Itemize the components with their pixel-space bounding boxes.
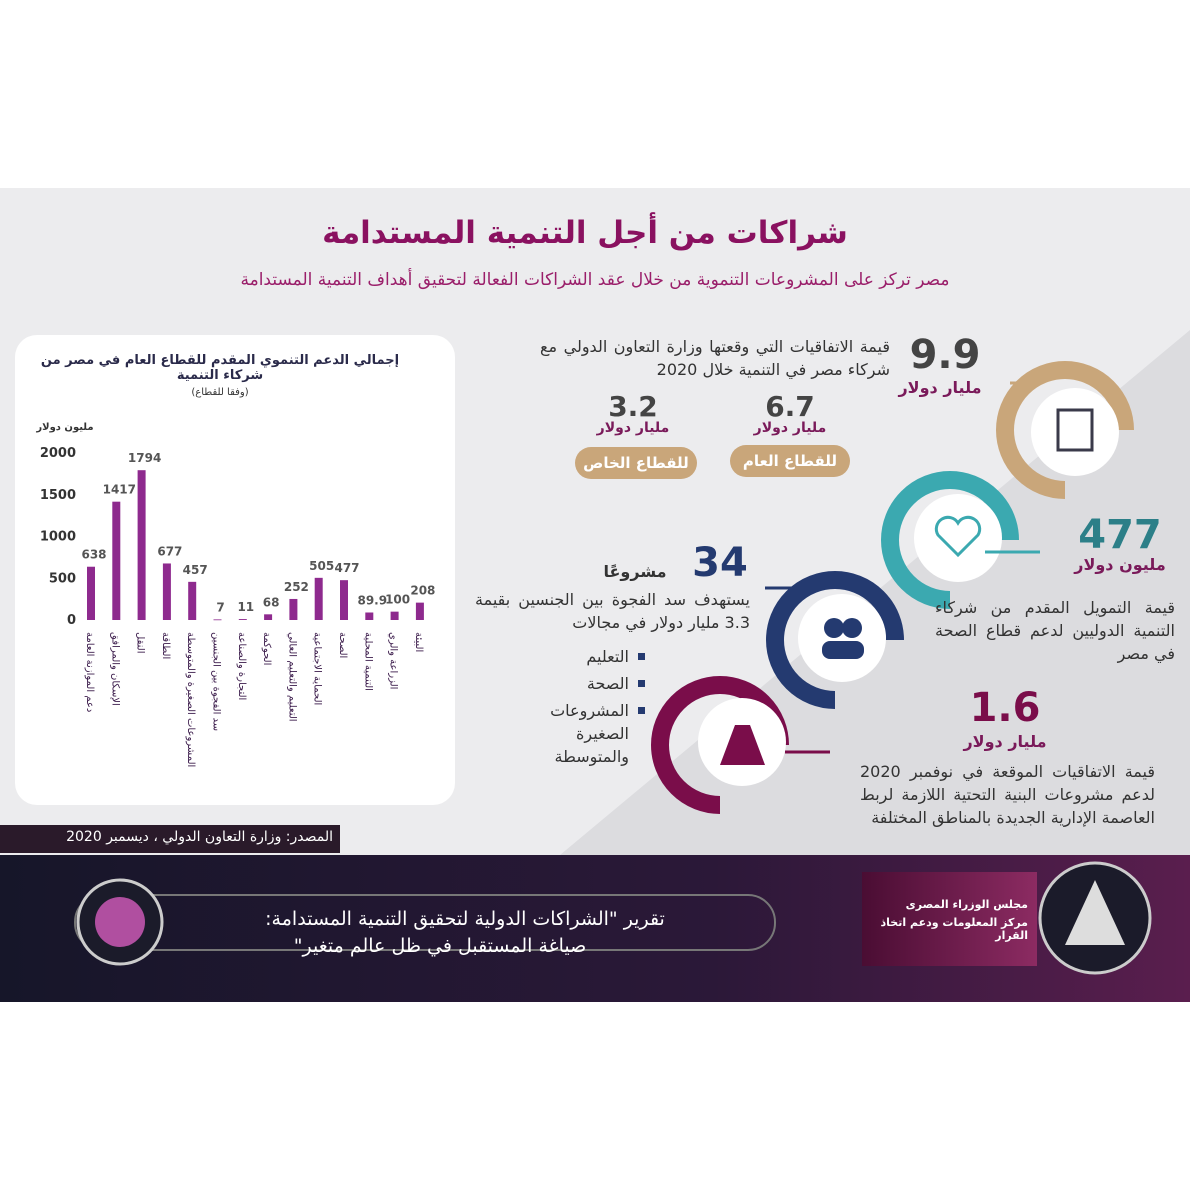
report-title: صياغة المستقبل في ظل عالم متغير" <box>293 935 587 957</box>
chart-panel <box>15 335 455 805</box>
bullet <box>638 707 645 714</box>
bullet <box>638 680 645 687</box>
stat-text: يستهدف سد الفجوة بين الجنسين بقيمة 3.3 م… <box>475 590 750 632</box>
icon-circles <box>651 361 1134 814</box>
stat-unit: مليار دولار <box>753 420 827 436</box>
stat-value: 3.2 <box>608 390 658 423</box>
stat-value: 9.9 <box>909 332 981 378</box>
org-box <box>862 872 1037 966</box>
stat-unit: مشروعًا <box>603 562 667 581</box>
title: شراكات من أجل التنمية المستدامة <box>322 215 848 251</box>
report-frame <box>74 894 776 951</box>
logo-mark <box>1065 880 1125 945</box>
report-title: تقرير "الشراكات الدولية لتحقيق التنمية ا… <box>265 908 665 930</box>
item-list: التعليم الصحة المشروعات الصغيرة والمتوسطة <box>520 645 645 772</box>
report-logo-inner <box>95 897 145 947</box>
org-name: مركز المعلومات ودعم اتخاذ القرار <box>880 916 1028 942</box>
pill: للقطاع الخاص <box>575 447 697 479</box>
stat-unit: مليون دولار <box>1074 555 1166 574</box>
org-name: مجلس الوزراء المصرى <box>905 898 1028 911</box>
stat-value: 34 <box>692 540 748 586</box>
pill: للقطاع العام <box>730 445 850 477</box>
list-item: المشروعات الصغيرة والمتوسطة <box>520 699 645 768</box>
subtitle: مصر تركز على المشروعات التنموية من خلال … <box>240 270 950 290</box>
list-item: التعليم <box>520 645 645 668</box>
list-item: الصحة <box>520 672 645 695</box>
stat-text: قيمة التمويل المقدم من شركاء التنمية الد… <box>935 598 1175 663</box>
stat-text: قيمة الاتفاقيات التي وقعتها وزارة التعاو… <box>540 337 890 379</box>
stat-unit: مليار دولار <box>898 378 982 397</box>
stat-value: 477 <box>1078 512 1162 558</box>
source-box <box>0 825 340 853</box>
chart-title: إجمالي الدعم التنموي المقدم للقطاع العام… <box>40 353 400 383</box>
source: المصدر: وزارة التعاون الدولي ، ديسمبر 20… <box>66 829 333 845</box>
bullet <box>638 653 645 660</box>
stat-value: 6.7 <box>765 390 815 423</box>
stat-unit: مليار دولار <box>596 420 670 436</box>
chart-subtitle: (وفقا للقطاع) <box>191 387 249 398</box>
stat-value: 1.6 <box>969 685 1041 731</box>
stat-unit: مليار دولار <box>963 732 1047 751</box>
stat-text: قيمة الاتفاقيات الموقعة في نوفمبر 2020 ل… <box>860 762 1155 827</box>
